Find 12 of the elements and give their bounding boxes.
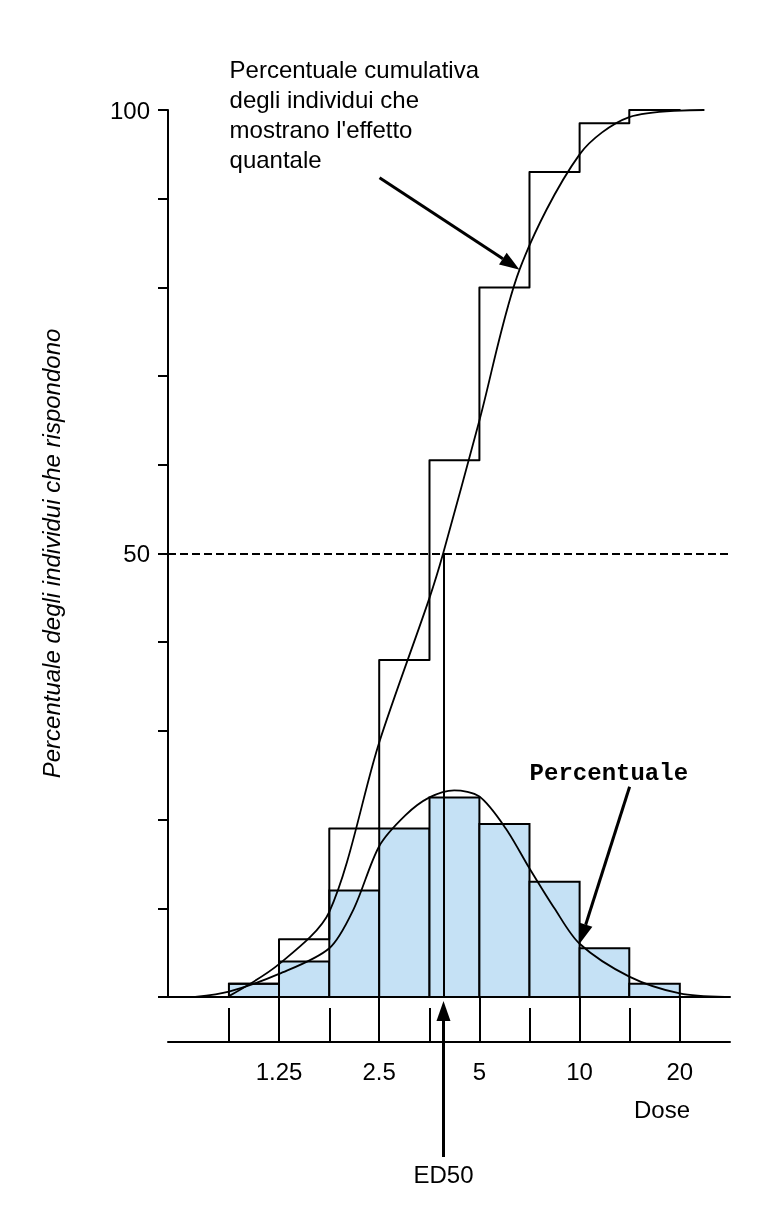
x-tick-label: 1.25	[255, 1057, 303, 1085]
x-axis-title: Dose	[633, 1095, 690, 1123]
annotation: Percentuale	[529, 760, 689, 788]
x-tick-label: 2.5	[362, 1057, 396, 1085]
x-tick-label: 5	[472, 1057, 487, 1085]
x-tick-label: 20	[666, 1057, 694, 1085]
y-tick-label: 100	[109, 96, 150, 124]
x-tick-label: 10	[566, 1057, 593, 1085]
y-axis-title: Percentuale degli individui che rispondono	[37, 328, 65, 779]
annotation: Percentuale cumulativa degli individui che mostrano l'effetto quantale	[229, 56, 486, 174]
ref-line-label: ED50	[413, 1160, 474, 1188]
y-tick-label: 50	[123, 540, 150, 567]
